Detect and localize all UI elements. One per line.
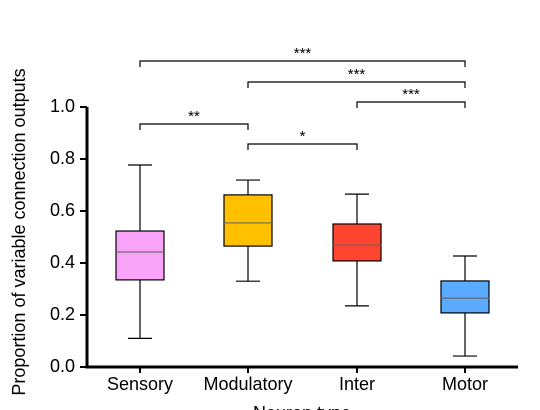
- significance-bracket: [139, 60, 466, 67]
- y-tick-label: 0.4: [50, 252, 75, 272]
- box: [115, 230, 165, 281]
- significance-bracket: [139, 123, 249, 130]
- y-axis-label: Proportion of variable connection output…: [9, 68, 29, 395]
- y-tick-label: 0.0: [50, 356, 75, 376]
- x-tick-label: Modulatory: [203, 374, 292, 394]
- y-tick-label: 0.6: [50, 200, 75, 220]
- significance-label: ***: [348, 66, 366, 83]
- significance-bracket: [247, 81, 466, 88]
- significance-label: **: [188, 108, 200, 125]
- significance-bracket: [356, 101, 466, 108]
- y-tick-label: 1.0: [50, 96, 75, 116]
- box: [332, 223, 382, 262]
- significance-label: ***: [294, 45, 312, 62]
- significance-label: *: [300, 128, 306, 145]
- box: [440, 280, 490, 314]
- y-tick-label: 0.8: [50, 148, 75, 168]
- y-tick-label: 0.2: [50, 304, 75, 324]
- box: [223, 194, 273, 247]
- x-tick-label: Motor: [442, 374, 488, 394]
- significance-bracket: [247, 143, 358, 150]
- x-axis-label: Neuron type: [253, 403, 351, 410]
- significance-label: ***: [402, 86, 420, 103]
- x-tick-label: Inter: [339, 374, 375, 394]
- x-tick-label: Sensory: [107, 374, 173, 394]
